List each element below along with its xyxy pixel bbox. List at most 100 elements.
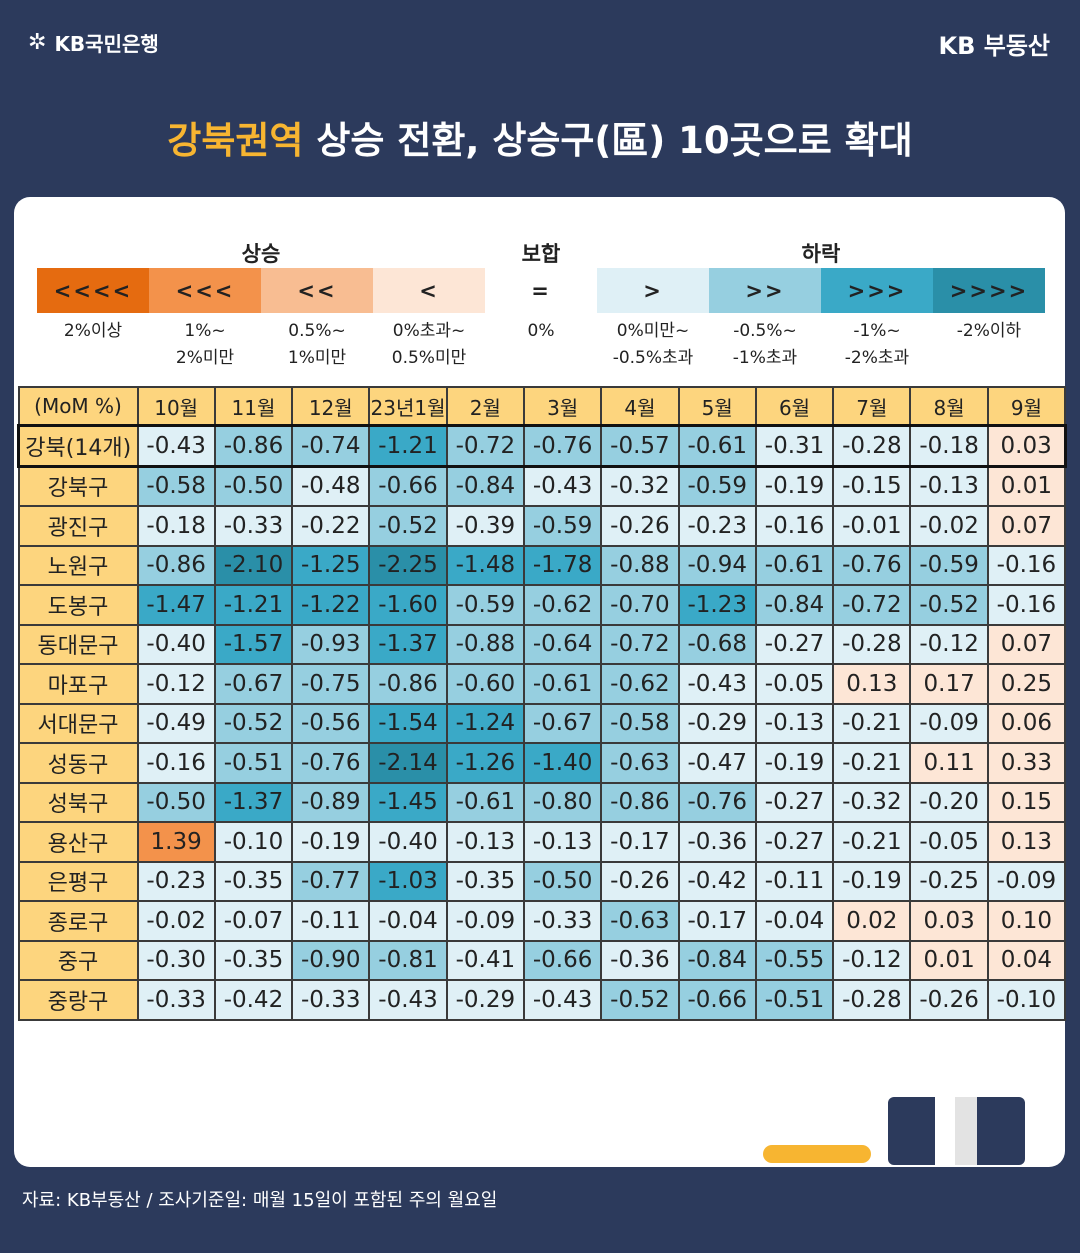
- heatmap-cell: -0.23: [677, 505, 757, 547]
- district-label: 중랑구: [17, 979, 139, 1021]
- table-row: 서대문구 -0.49 -0.52 -0.56 -1.54 -1.24 -0.67 -0.58-…: [17, 702, 1067, 744]
- heatmap-cell: -0.84: [677, 939, 757, 981]
- month-header: 11월: [213, 386, 294, 427]
- legend-label: 0%: [527, 321, 555, 341]
- table-row: 동대문구 -0.40 -1.57 -0.93 -1.37 -0.88 -0.64 -0.72-…: [17, 623, 1067, 665]
- heatmap-cell: -0.33: [522, 900, 603, 942]
- heatmap-cell: -0.66: [677, 979, 757, 1021]
- heatmap-table: (MoM %) 10월 11월 12월 23년1월 2월 3월 4월 5월 6월 7월 8월 9월 강북…: [17, 386, 1067, 1021]
- heatmap-cell: -0.58: [600, 702, 680, 744]
- summary-row: 강북(14개) -0.43 -0.86 -0.74 -1.21 -0.72 -0.76 -0.…: [17, 424, 1067, 468]
- heatmap-cell: -0.39: [445, 505, 525, 547]
- heatmap-cell: -0.16: [136, 742, 216, 784]
- kb-realestate-brand: KB 부동산: [938, 32, 1051, 60]
- heatmap-cell: -0.16: [986, 584, 1067, 626]
- heatmap-cell: 0.07: [986, 505, 1067, 547]
- legend-swatch: <<<: [149, 268, 261, 313]
- legend-label: -0.5%~ -1%초과: [732, 321, 798, 368]
- heatmap-cell: -0.41: [445, 939, 525, 981]
- heatmap-cell: -0.09: [909, 702, 989, 744]
- heatmap-cell: -1.45: [368, 781, 448, 823]
- legend-label: 0.5%~ 1%미만: [287, 321, 347, 368]
- heatmap-cell: -0.62: [600, 663, 680, 705]
- heatmap-cell: -0.67: [213, 663, 294, 705]
- table-row: 중랑구 -0.33 -0.42 -0.33 -0.43 -0.29 -0.43 -0.52 -0…: [17, 979, 1067, 1021]
- heatmap-cell: -0.21: [832, 702, 912, 744]
- heatmap-cell: -0.28: [832, 623, 912, 665]
- heatmap-cell: -1.22: [291, 584, 371, 626]
- heatmap-cell: -0.72: [600, 623, 680, 665]
- heatmap-cell: -0.66: [368, 465, 448, 507]
- heatmap-cell: -0.58: [136, 465, 216, 507]
- heatmap-cell: -0.16: [986, 544, 1067, 586]
- heatmap-cell: -0.59: [677, 465, 757, 507]
- heatmap-cell: -0.05: [909, 821, 989, 863]
- heatmap-cell: -0.12: [832, 939, 912, 981]
- page-title: 강북권역 상승 전환, 상승구(區) 10곳으로 확대: [0, 110, 1080, 164]
- district-label: 도봉구: [17, 584, 139, 626]
- heatmap-cell: -0.51: [213, 742, 294, 784]
- heatmap-cell: -0.10: [986, 979, 1067, 1021]
- heatmap-cell: -0.61: [677, 424, 757, 468]
- heatmap-cell: -0.19: [291, 821, 371, 863]
- heatmap-cell: -0.77: [291, 860, 371, 902]
- heatmap-cell: -0.43: [677, 663, 757, 705]
- heatmap-cell: -0.28: [832, 979, 912, 1021]
- heatmap-cell: -0.17: [600, 821, 680, 863]
- legend-label: 0%미만~ -0.5%초과: [612, 321, 694, 368]
- month-header: 10월: [136, 386, 216, 427]
- heatmap-cell: -0.50: [522, 860, 603, 902]
- district-label: 성북구: [17, 781, 139, 823]
- district-label: 동대문구: [17, 623, 139, 665]
- heatmap-cell: -0.13: [522, 821, 603, 863]
- heatmap-cell: -0.05: [754, 663, 835, 705]
- district-label: 강북구: [17, 465, 139, 507]
- legend-swatch: <<<<: [37, 268, 149, 313]
- heatmap-cell: 0.15: [986, 781, 1067, 823]
- heatmap-cell: -0.50: [213, 465, 294, 507]
- table-row: 마포구 -0.12 -0.67 -0.75 -0.86 -0.60 -0.61 -0.62 -0…: [17, 663, 1067, 705]
- heatmap-cell: -0.18: [909, 424, 989, 468]
- heatmap-cell: -0.40: [368, 821, 448, 863]
- heatmap-cell: -0.33: [136, 979, 216, 1021]
- heatmap-cell: -0.04: [754, 900, 835, 942]
- heatmap-cell: -0.57: [600, 424, 680, 468]
- heatmap-cell: -0.36: [600, 939, 680, 981]
- heatmap-cell: -0.76: [522, 424, 603, 468]
- heatmap-cell: -0.01: [832, 505, 912, 547]
- heatmap-cell: -0.32: [600, 465, 680, 507]
- kb-bank-logo-text: KB국민은행: [54, 32, 159, 56]
- heatmap-cell: 1.39: [136, 821, 216, 863]
- heatmap-cell: -0.94: [677, 544, 757, 586]
- table-row: 성북구 -0.50 -1.37 -0.89 -1.45 -0.61 -0.80 -0.86 -0…: [17, 781, 1067, 823]
- heatmap-cell: -1.03: [368, 860, 448, 902]
- district-label: 서대문구: [17, 702, 139, 744]
- heatmap-cell: -0.52: [909, 584, 989, 626]
- heatmap-cell: -1.54: [368, 702, 448, 744]
- heatmap-cell: -0.52: [213, 702, 294, 744]
- legend-group-up: 상승: [241, 242, 281, 266]
- heatmap-cell: -0.72: [445, 424, 525, 468]
- heatmap-cell: -0.49: [136, 702, 216, 744]
- month-header: 8월: [909, 386, 989, 427]
- heatmap-cell: -0.04: [368, 900, 448, 942]
- heatmap-cell: -0.61: [522, 663, 603, 705]
- district-label: 종로구: [17, 900, 139, 942]
- heatmap-cell: -0.18: [136, 505, 216, 547]
- district-label: 마포구: [17, 663, 139, 705]
- heatmap-cell: -0.50: [136, 781, 216, 823]
- table-row: 성동구 -0.16 -0.51 -0.76 -2.14 -1.26 -1.40 -0.63 -0…: [17, 742, 1067, 784]
- table-row: 노원구 -0.86 -2.10 -1.25 -2.25 -1.48 -1.78 -0.88 -0…: [17, 544, 1067, 586]
- legend-swatch: >>>: [821, 268, 933, 313]
- heatmap-cell: -1.47: [136, 584, 216, 626]
- heatmap-cell: -0.11: [754, 860, 835, 902]
- heatmap-cell: -0.16: [754, 505, 835, 547]
- heatmap-cell: 0.13: [986, 821, 1067, 863]
- legend-label: 0%초과~ 0.5%미만: [391, 321, 467, 368]
- heatmap-cell: -0.84: [754, 584, 835, 626]
- month-header: 2월: [445, 386, 525, 427]
- district-label: 노원구: [17, 544, 139, 586]
- heatmap-cell: 0.06: [986, 702, 1067, 744]
- district-label: 성동구: [17, 742, 139, 784]
- heatmap-cell: -1.26: [445, 742, 525, 784]
